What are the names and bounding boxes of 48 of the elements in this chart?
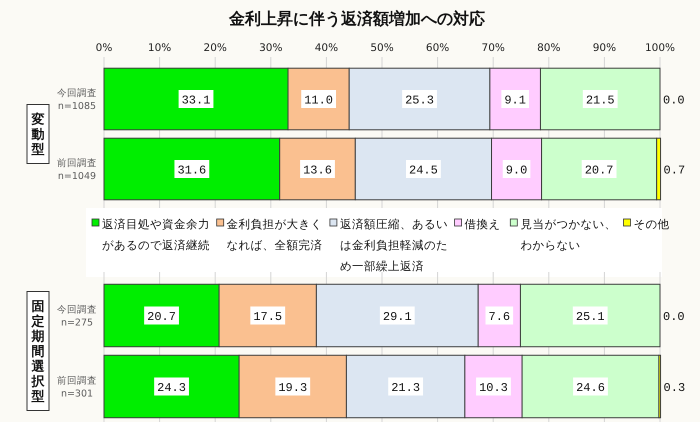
data-label: 11.0	[304, 94, 334, 108]
legend-label: その他	[634, 217, 670, 231]
x-tick-label: 50%	[370, 42, 394, 54]
x-tick-label: 10%	[148, 42, 172, 54]
y-tick-label: 前回調査 n=1049	[57, 157, 97, 182]
x-tick-label: 40%	[314, 42, 338, 54]
y-tick-label: 前回調査 n=301	[57, 374, 97, 400]
data-label: 21.5	[586, 94, 615, 108]
legend-label: 金利負担が大きくなれば、全額完済	[226, 217, 323, 252]
legend-label: 借換え	[464, 217, 501, 231]
legend-label: 返済目処や資金余力があるので返済継続	[102, 217, 210, 252]
data-label: 31.6	[177, 164, 206, 178]
data-label: 17.5	[253, 310, 282, 324]
data-label: 33.1	[182, 94, 210, 108]
x-tick-label: 70%	[482, 42, 505, 54]
y-tick-label: 今回調査 n=1085	[57, 87, 97, 112]
data-label: 0.7	[664, 164, 686, 178]
data-label: 24.3	[157, 381, 186, 395]
data-label: 21.3	[391, 381, 420, 395]
y-tick-label: 今回調査 n=275	[57, 304, 97, 328]
data-label: 24.6	[576, 381, 605, 395]
x-tick-label: 30%	[259, 42, 282, 54]
data-label: 7.6	[488, 310, 510, 324]
data-label: 0.0	[663, 310, 685, 324]
data-label: 24.5	[409, 164, 438, 178]
x-tick-label: 80%	[537, 42, 560, 54]
y-axis-title: 固定期間選択型	[30, 300, 46, 404]
x-tick-label: 90%	[592, 42, 616, 54]
data-label: 9.1	[504, 94, 526, 108]
data-label: 20.7	[147, 310, 176, 324]
legend-label: 返済額圧縮、あるいは金利負担軽減のため一部繰上返済	[340, 217, 448, 273]
data-label: 0.0	[663, 94, 685, 108]
x-tick-label: 20%	[204, 42, 227, 54]
data-label: 9.0	[506, 164, 528, 178]
data-label: 13.6	[303, 164, 332, 178]
x-tick-label: 0%	[96, 42, 112, 54]
data-label: 19.3	[278, 381, 308, 395]
x-tick-label: 60%	[426, 42, 450, 54]
legend-label: 見当がつかない、わからない	[520, 217, 616, 252]
data-label: 10.3	[479, 381, 508, 395]
chart-title: 金利上昇に伴う返済額増加への対応	[228, 9, 485, 28]
y-axis-title: 変動型	[30, 112, 44, 158]
x-tick-label: 100%	[644, 42, 676, 54]
data-label: 25.1	[576, 310, 605, 324]
data-label: 0.3	[664, 381, 686, 395]
data-label: 25.3	[405, 94, 434, 108]
data-label: 20.7	[584, 164, 614, 178]
data-label: 29.1	[382, 310, 412, 324]
